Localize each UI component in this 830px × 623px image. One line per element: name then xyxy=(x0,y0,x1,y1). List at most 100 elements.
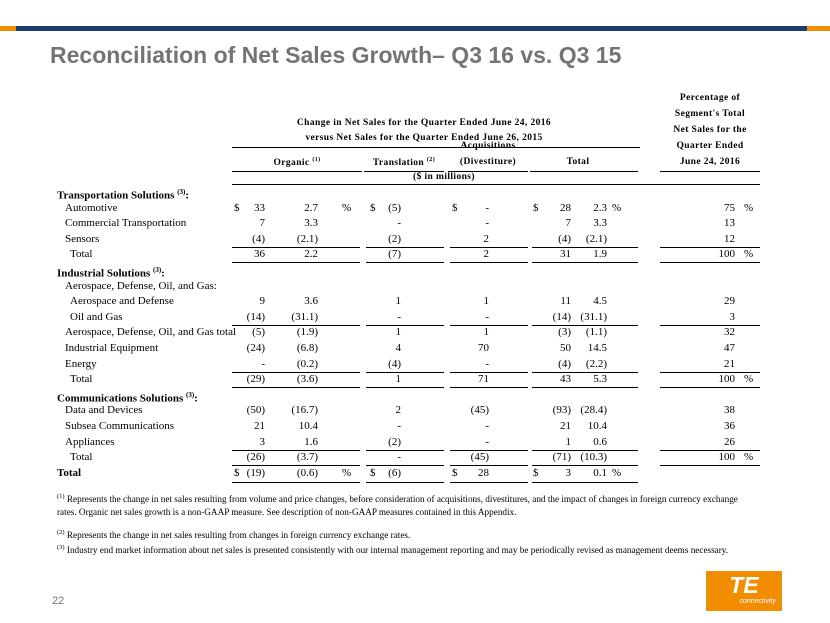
total-value: (4) xyxy=(558,358,571,370)
rule-grand-acq xyxy=(450,482,528,483)
rule-acq xyxy=(450,372,528,373)
header-rule-organic xyxy=(232,171,362,172)
acquisition-value: - xyxy=(485,311,489,323)
organic-percent: (2.1) xyxy=(296,233,318,245)
translation-value: (5) xyxy=(388,202,401,214)
header-rule-change xyxy=(232,147,640,148)
segment-percent: 36 xyxy=(724,420,735,432)
row-label: Aerospace, Defense, Oil, and Gas: xyxy=(65,280,217,293)
organic-value: (14) xyxy=(246,311,265,323)
total-percent: (2.1) xyxy=(585,233,607,245)
row-label-text: Data and Devices xyxy=(65,404,143,416)
header-acquisitions: Acquisitions xyxy=(460,141,516,151)
segment-percent: 3 xyxy=(729,311,736,323)
dollar-sign: $ xyxy=(533,467,539,479)
row-label-text: Industrial Equipment xyxy=(65,342,159,354)
rule-pct xyxy=(660,325,760,326)
organic-percent: (0.2) xyxy=(296,358,318,370)
rule-total xyxy=(532,247,638,248)
row-label-suffix: : xyxy=(194,392,198,405)
rule-total xyxy=(532,387,638,388)
segment-percent: 100 xyxy=(718,248,736,260)
organic-percent: 10.4 xyxy=(298,420,318,432)
row-label-text: Total xyxy=(70,373,93,385)
acquisition-value: 28 xyxy=(478,467,489,479)
organic-percent: 1.6 xyxy=(304,436,318,448)
acquisition-value: 2 xyxy=(483,248,490,260)
percent-sign: % xyxy=(612,467,622,479)
rule-translation xyxy=(366,247,444,248)
accent-segment-left xyxy=(0,26,16,31)
row-label: Total xyxy=(70,373,92,386)
translation-value: - xyxy=(397,451,401,463)
top-accent-bar xyxy=(0,26,830,31)
rule-organic xyxy=(232,247,360,248)
total-percent: 1.9 xyxy=(593,248,607,260)
row-label-text: Subsea Communications xyxy=(65,420,175,432)
total-percent: 10.4 xyxy=(587,420,607,432)
logo-tagline: connectivity xyxy=(739,598,776,605)
rule-organic xyxy=(232,372,360,373)
header-rule-pct xyxy=(660,171,760,172)
header-rule-units xyxy=(232,184,760,185)
organic-percent: (3.6) xyxy=(296,373,318,385)
percent-sign: % xyxy=(342,202,352,214)
te-connectivity-logo: TE connectivity xyxy=(706,571,782,611)
total-value: 21 xyxy=(560,420,571,432)
footnote-text: Industry end market information about ne… xyxy=(64,545,729,556)
row-footnote-ref: (3) xyxy=(177,188,186,196)
translation-value: 4 xyxy=(395,342,402,354)
rule-pct xyxy=(660,450,760,451)
row-label: Sensors xyxy=(65,233,99,246)
organic-value: (5) xyxy=(252,326,265,338)
segment-percent: 12 xyxy=(724,233,735,245)
rule-acq xyxy=(450,465,528,466)
total-percent: 0.6 xyxy=(593,436,607,448)
segment-percent: 38 xyxy=(724,404,735,416)
translation-value: - xyxy=(397,420,401,432)
row-label: Commercial Transportation xyxy=(65,217,186,230)
footnote: (2) Represents the change in net sales r… xyxy=(57,526,757,542)
rule-grand-organic xyxy=(232,482,360,483)
acquisition-value: - xyxy=(485,436,489,448)
total-value: (93) xyxy=(552,404,571,416)
header-pct-line2: Segment's Total xyxy=(674,109,746,119)
rule-acq xyxy=(450,387,528,388)
total-value: 11 xyxy=(560,295,571,307)
total-value: 43 xyxy=(560,373,571,385)
total-value: (3) xyxy=(558,326,571,338)
organic-value: 33 xyxy=(254,202,265,214)
row-label: Oil and Gas xyxy=(70,311,123,324)
segment-percent: 47 xyxy=(724,342,735,354)
organic-percent: 2.2 xyxy=(304,248,318,260)
translation-value: 1 xyxy=(395,326,402,338)
percent-sign: % xyxy=(342,467,352,479)
organic-value: 7 xyxy=(259,217,266,229)
accent-segment-right xyxy=(807,26,830,31)
rule-acq xyxy=(450,247,528,248)
organic-value: (24) xyxy=(246,342,265,354)
row-label-text: Aerospace, Defense, Oil, and Gas: xyxy=(65,280,217,292)
row-label: Communications Solutions (3): xyxy=(57,389,198,406)
dollar-sign: $ xyxy=(452,467,458,479)
header-pct-line5: June 24, 2016 xyxy=(679,157,741,167)
organic-value: (4) xyxy=(252,233,265,245)
footnote-text: Represents the change in net sales resul… xyxy=(64,530,411,541)
acquisition-value: (45) xyxy=(470,404,489,416)
header-total: Total xyxy=(566,157,590,167)
acquisition-value: 71 xyxy=(478,373,489,385)
dollar-sign: $ xyxy=(234,202,240,214)
header-divestiture: (Divestiture) xyxy=(459,157,517,167)
row-label-text: Transportation Solutions xyxy=(57,189,175,202)
acquisition-value: 1 xyxy=(483,326,490,338)
percent-sign: % xyxy=(744,451,754,463)
organic-percent: 2.7 xyxy=(304,202,318,214)
row-label: Total xyxy=(70,451,92,464)
rule-translation xyxy=(366,262,444,263)
translation-value: - xyxy=(397,217,401,229)
total-percent: (28.4) xyxy=(580,404,607,416)
acquisition-value: 1 xyxy=(483,295,490,307)
total-percent: 5.3 xyxy=(593,373,607,385)
row-label: Automotive xyxy=(65,202,118,215)
total-value: 50 xyxy=(560,342,571,354)
